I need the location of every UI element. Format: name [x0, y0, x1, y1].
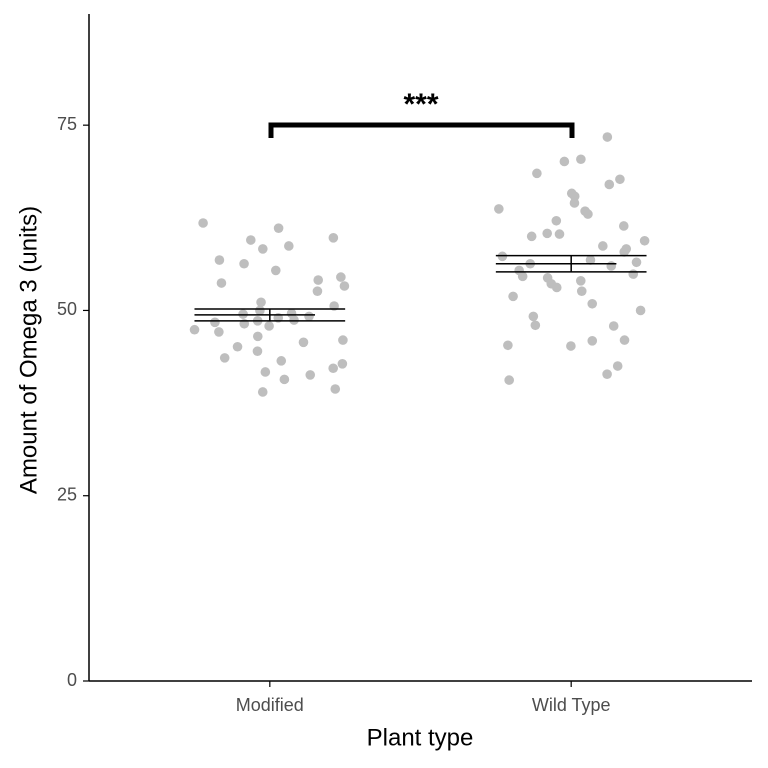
data-point [313, 275, 324, 285]
data-point [305, 370, 316, 380]
data-point [252, 346, 263, 357]
data-point [526, 231, 537, 242]
data-point [635, 305, 646, 316]
data-point [530, 320, 541, 331]
data-point [619, 335, 630, 345]
data-point [270, 265, 281, 276]
data-point [532, 168, 542, 179]
data-point [587, 298, 598, 309]
data-point [551, 215, 562, 226]
data-point [602, 132, 613, 142]
y-axis-title: Amount of Omega 3 (units) [15, 206, 42, 494]
data-point [551, 282, 562, 293]
y-tick-label: 0 [67, 670, 77, 690]
data-point [569, 198, 580, 208]
data-point [559, 156, 570, 167]
data-point [256, 297, 266, 308]
data-point [198, 218, 208, 228]
data-point [279, 374, 290, 385]
data-point [639, 235, 650, 246]
data-point [304, 311, 314, 322]
data-point [619, 247, 630, 257]
data-point [338, 335, 348, 345]
data-point [257, 387, 268, 397]
data-point [328, 233, 339, 243]
data-point [517, 271, 528, 282]
y-tick-label: 75 [57, 114, 77, 134]
y-tick-label: 25 [57, 484, 77, 504]
data-point [312, 286, 323, 296]
data-point [528, 311, 539, 322]
data-point [214, 255, 225, 265]
data-point [566, 341, 576, 351]
data-point [336, 272, 346, 282]
data-point [258, 244, 268, 254]
error-bar [194, 308, 346, 322]
data-point [219, 353, 230, 363]
data-point [264, 321, 274, 331]
data-point [255, 305, 265, 316]
data-point [494, 204, 504, 214]
data-point [260, 367, 271, 377]
significance-bracket [268, 122, 575, 138]
data-point [602, 369, 612, 379]
data-point [628, 269, 639, 279]
data-point [210, 317, 220, 328]
data-point [615, 174, 625, 185]
data-point [189, 324, 200, 335]
data-point [276, 356, 287, 366]
data-point [575, 276, 586, 286]
data-point [542, 228, 552, 239]
data-point [298, 337, 309, 348]
significance-label: *** [403, 88, 438, 121]
data-point [503, 340, 513, 351]
data-point [576, 154, 586, 165]
error-bar [495, 254, 647, 273]
x-axis-title: Plant type [367, 724, 474, 751]
data-point [612, 361, 623, 371]
data-point [618, 221, 629, 231]
data-point [214, 327, 224, 337]
data-point [273, 223, 284, 233]
y-tick-label: 50 [57, 299, 77, 319]
data-point [284, 241, 294, 251]
data-point [583, 209, 593, 219]
data-point [604, 179, 615, 190]
data-point [585, 255, 596, 265]
data-point [252, 331, 263, 342]
data-point [245, 235, 256, 245]
data-point [554, 229, 565, 239]
data-point [216, 278, 227, 288]
x-tick-label: Wild Type [532, 695, 611, 715]
data-point [587, 336, 598, 346]
data-point [508, 291, 518, 302]
data-point [598, 241, 608, 251]
data-point [232, 341, 243, 352]
data-point [576, 286, 587, 296]
data-point [337, 359, 348, 369]
data-point [330, 384, 341, 394]
data-point [239, 258, 249, 269]
data-point [328, 363, 338, 374]
data-point [339, 281, 350, 291]
data-point [504, 375, 514, 385]
data-point [606, 261, 617, 271]
x-tick-label: Modified [236, 695, 304, 715]
data-point [608, 321, 619, 331]
data-point [631, 257, 642, 268]
